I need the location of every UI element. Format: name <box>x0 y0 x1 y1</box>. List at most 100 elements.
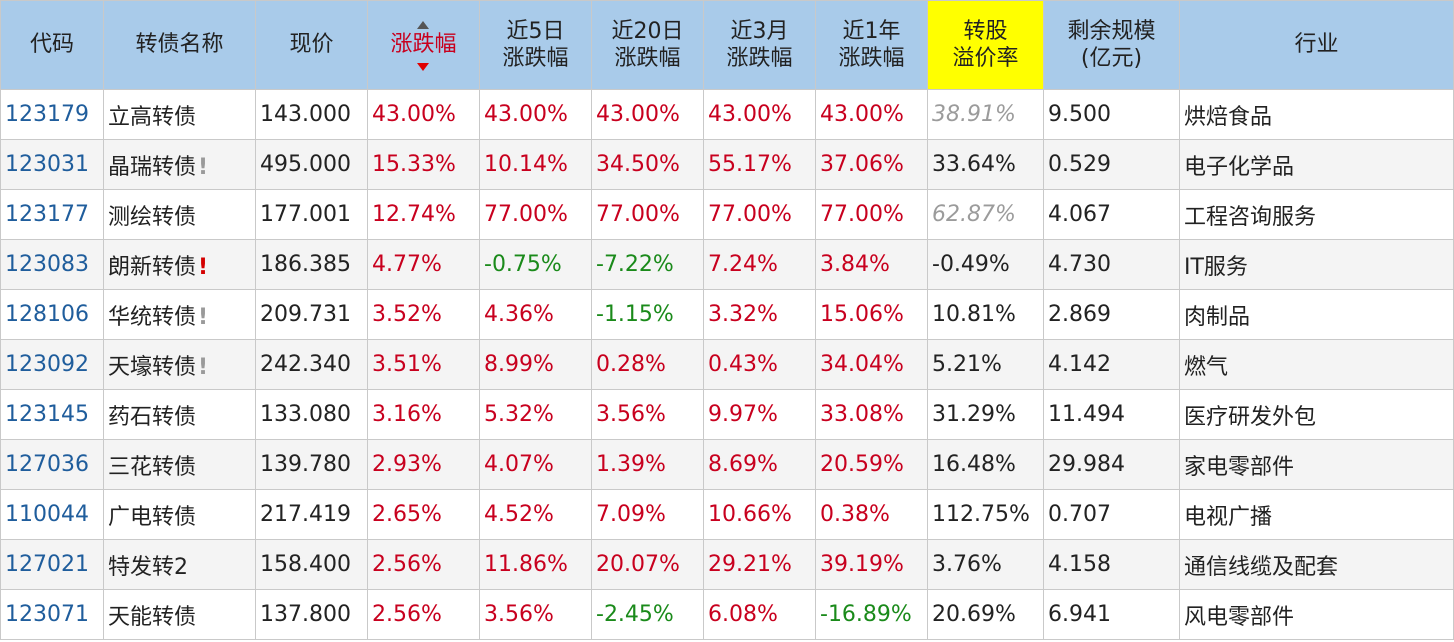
cell-name[interactable]: 测绘转债 <box>103 189 256 240</box>
cell-change-5d: 10.14% <box>479 139 592 190</box>
cell-change-3m: 43.00% <box>703 89 816 140</box>
cell-premium: 62.87% <box>927 189 1044 240</box>
cell-code[interactable]: 128106 <box>0 289 104 340</box>
cell-premium: 10.81% <box>927 289 1044 340</box>
warning-icon[interactable]: ! <box>198 154 209 180</box>
cell-change-1y: 77.00% <box>815 189 928 240</box>
col-header-change-3m[interactable]: 近3月 涨跌幅 <box>703 0 816 90</box>
cell-name[interactable]: 广电转债 <box>103 489 256 540</box>
cell-code[interactable]: 123179 <box>0 89 104 140</box>
cell-change-3m: 7.24% <box>703 239 816 290</box>
table-row[interactable]: 123145 药石转债 133.080 3.16% 5.32% 3.56% 9.97% 33.… <box>0 389 1454 440</box>
cell-code[interactable]: 123092 <box>0 339 104 390</box>
cell-change-5d: 11.86% <box>479 539 592 590</box>
table-row[interactable]: 123071 天能转债 137.800 2.56% 3.56% -2.45% 6.08% -1… <box>0 589 1454 640</box>
col-header-change[interactable]: 涨跌幅 <box>367 0 480 90</box>
warning-icon[interactable]: ! <box>198 254 209 280</box>
cell-premium: 16.48% <box>927 439 1044 490</box>
warning-icon[interactable]: ! <box>198 354 209 380</box>
cell-code[interactable]: 123071 <box>0 589 104 640</box>
cell-change-1y: 33.08% <box>815 389 928 440</box>
cell-change-3m: 0.43% <box>703 339 816 390</box>
col-header-change-20d[interactable]: 近20日 涨跌幅 <box>591 0 704 90</box>
cell-price: 495.000 <box>255 139 368 190</box>
cell-code[interactable]: 123083 <box>0 239 104 290</box>
col-header-change-5d[interactable]: 近5日 涨跌幅 <box>479 0 592 90</box>
cell-change-1y: 43.00% <box>815 89 928 140</box>
cell-name[interactable]: 朗新转债! <box>103 239 256 290</box>
cell-change-20d: -1.15% <box>591 289 704 340</box>
cell-price: 143.000 <box>255 89 368 140</box>
cell-name[interactable]: 天壕转债! <box>103 339 256 390</box>
bond-name: 特发转2 <box>108 554 188 580</box>
table-row[interactable]: 123179 立高转债 143.000 43.00% 43.00% 43.00% 43.00… <box>0 89 1454 140</box>
warning-icon[interactable]: ! <box>198 304 209 330</box>
cell-change-20d: 3.56% <box>591 389 704 440</box>
col-header-premium[interactable]: 转股 溢价率 <box>927 0 1044 90</box>
bond-name: 晶瑞转债 <box>108 154 197 180</box>
cell-change: 15.33% <box>367 139 480 190</box>
bond-name: 三花转债 <box>108 454 197 480</box>
cell-change-20d: -7.22% <box>591 239 704 290</box>
cell-premium: 33.64% <box>927 139 1044 190</box>
cell-industry: 电子化学品 <box>1179 139 1454 190</box>
cell-name[interactable]: 晶瑞转债! <box>103 139 256 190</box>
sort-desc-icon <box>417 62 430 71</box>
cell-change-1y: 39.19% <box>815 539 928 590</box>
cell-change-20d: 1.39% <box>591 439 704 490</box>
table-row[interactable]: 123083 朗新转债! 186.385 4.77% -0.75% -7.22% 7.24%… <box>0 239 1454 290</box>
cell-code[interactable]: 123177 <box>0 189 104 240</box>
cell-change-5d: 4.36% <box>479 289 592 340</box>
cell-change: 2.65% <box>367 489 480 540</box>
col-header-price[interactable]: 现价 <box>255 0 368 90</box>
cell-industry: 通信线缆及配套 <box>1179 539 1454 590</box>
cell-name[interactable]: 立高转债 <box>103 89 256 140</box>
table-row[interactable]: 127036 三花转债 139.780 2.93% 4.07% 1.39% 8.69% 20.… <box>0 439 1454 490</box>
cell-change-3m: 77.00% <box>703 189 816 240</box>
cell-change: 43.00% <box>367 89 480 140</box>
table-row[interactable]: 128106 华统转债! 209.731 3.52% 4.36% -1.15% 3.32% 1… <box>0 289 1454 340</box>
cell-change: 3.16% <box>367 389 480 440</box>
table-row[interactable]: 110044 广电转债 217.419 2.65% 4.52% 7.09% 10.66% 0.… <box>0 489 1454 540</box>
cell-name[interactable]: 三花转债 <box>103 439 256 490</box>
cell-code[interactable]: 123031 <box>0 139 104 190</box>
cell-industry: 电视广播 <box>1179 489 1454 540</box>
cell-code[interactable]: 123145 <box>0 389 104 440</box>
cell-change-1y: 34.04% <box>815 339 928 390</box>
cell-change-3m: 6.08% <box>703 589 816 640</box>
cell-name[interactable]: 天能转债 <box>103 589 256 640</box>
cell-change-20d: 0.28% <box>591 339 704 390</box>
table-body: 123179 立高转债 143.000 43.00% 43.00% 43.00% 43.00… <box>0 89 1454 640</box>
table-row[interactable]: 123031 晶瑞转债! 495.000 15.33% 10.14% 34.50% 55.1… <box>0 139 1454 190</box>
table-row[interactable]: 123177 测绘转债 177.001 12.74% 77.00% 77.00% 77.00… <box>0 189 1454 240</box>
cell-industry: 家电零部件 <box>1179 439 1454 490</box>
cell-change-3m: 55.17% <box>703 139 816 190</box>
cell-code[interactable]: 127021 <box>0 539 104 590</box>
cell-code[interactable]: 127036 <box>0 439 104 490</box>
cell-code[interactable]: 110044 <box>0 489 104 540</box>
cell-premium: -0.49% <box>927 239 1044 290</box>
cell-price: 217.419 <box>255 489 368 540</box>
col-header-name[interactable]: 转债名称 <box>103 0 256 90</box>
col-header-code[interactable]: 代码 <box>0 0 104 90</box>
cell-change-3m: 29.21% <box>703 539 816 590</box>
table-row[interactable]: 127021 特发转2 158.400 2.56% 11.86% 20.07% 29.21%… <box>0 539 1454 590</box>
cell-name[interactable]: 药石转债 <box>103 389 256 440</box>
cell-name[interactable]: 特发转2 <box>103 539 256 590</box>
cell-industry: 肉制品 <box>1179 289 1454 340</box>
cell-size: 11.494 <box>1043 389 1180 440</box>
cell-change-1y: 15.06% <box>815 289 928 340</box>
cell-premium: 5.21% <box>927 339 1044 390</box>
col-header-industry[interactable]: 行业 <box>1179 0 1454 90</box>
col-header-change-1y[interactable]: 近1年 涨跌幅 <box>815 0 928 90</box>
cell-change-5d: 3.56% <box>479 589 592 640</box>
cell-industry: 烘焙食品 <box>1179 89 1454 140</box>
cell-change-3m: 10.66% <box>703 489 816 540</box>
cell-premium: 3.76% <box>927 539 1044 590</box>
cell-name[interactable]: 华统转债! <box>103 289 256 340</box>
cell-size: 4.142 <box>1043 339 1180 390</box>
bond-name: 天能转债 <box>108 604 197 630</box>
col-header-size[interactable]: 剩余规模 (亿元) <box>1043 0 1180 90</box>
table-row[interactable]: 123092 天壕转债! 242.340 3.51% 8.99% 0.28% 0.43% 34… <box>0 339 1454 390</box>
